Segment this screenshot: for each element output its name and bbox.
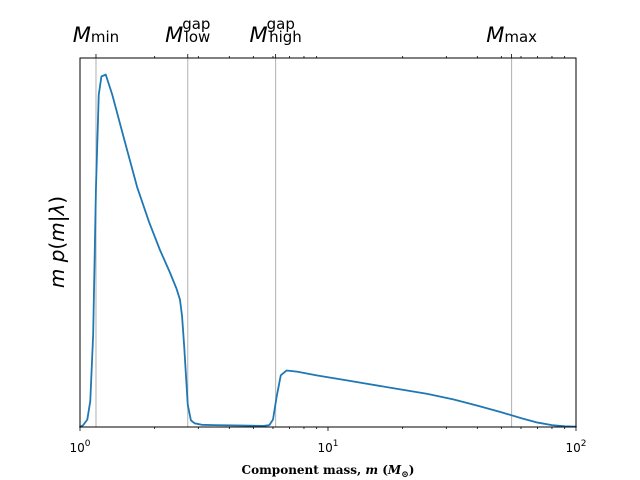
y-axis-label-mp: m p (45, 250, 69, 289)
y-axis-label-close: ) (45, 196, 69, 204)
marker-label-min: Mmin (73, 23, 119, 47)
y-axis-label-bar: | (45, 216, 69, 223)
x-tick-label: 102 (565, 439, 586, 455)
x-tick-label: 101 (317, 439, 338, 455)
x-tick-label: 100 (69, 439, 90, 455)
y-axis-label: m p(m|λ) (45, 196, 69, 288)
x-axis-label-unit-sub: ⊙ (401, 470, 409, 480)
marker-lines (95, 58, 513, 427)
marker-label-high: Mgap high (250, 15, 302, 47)
x-axis-label-unit-open: ( (378, 463, 388, 477)
x-axis-label-unit-symbol: M (387, 463, 402, 477)
x-axis-label: Component mass, m (M⊙) (242, 463, 415, 480)
marker-label-low: Mgap low (165, 15, 210, 47)
y-axis-label-open: ( (45, 242, 69, 250)
series-line (79, 73, 577, 428)
y-axis-label-m: m (45, 222, 69, 241)
y-axis-label-lambda: λ (45, 204, 69, 217)
x-axis-label-var: m (365, 463, 378, 477)
marker-labels: Mmin Mgap low Mgap high Mmax (73, 15, 537, 47)
plot-frame (79, 57, 577, 428)
tick-marks (79, 54, 577, 431)
x-tick-labels: 100 101 102 (69, 439, 586, 455)
x-axis-label-unit-close: ) (409, 463, 415, 477)
marker-label-max: Mmax (486, 23, 537, 47)
x-axis-label-text: Component mass, (242, 463, 366, 477)
